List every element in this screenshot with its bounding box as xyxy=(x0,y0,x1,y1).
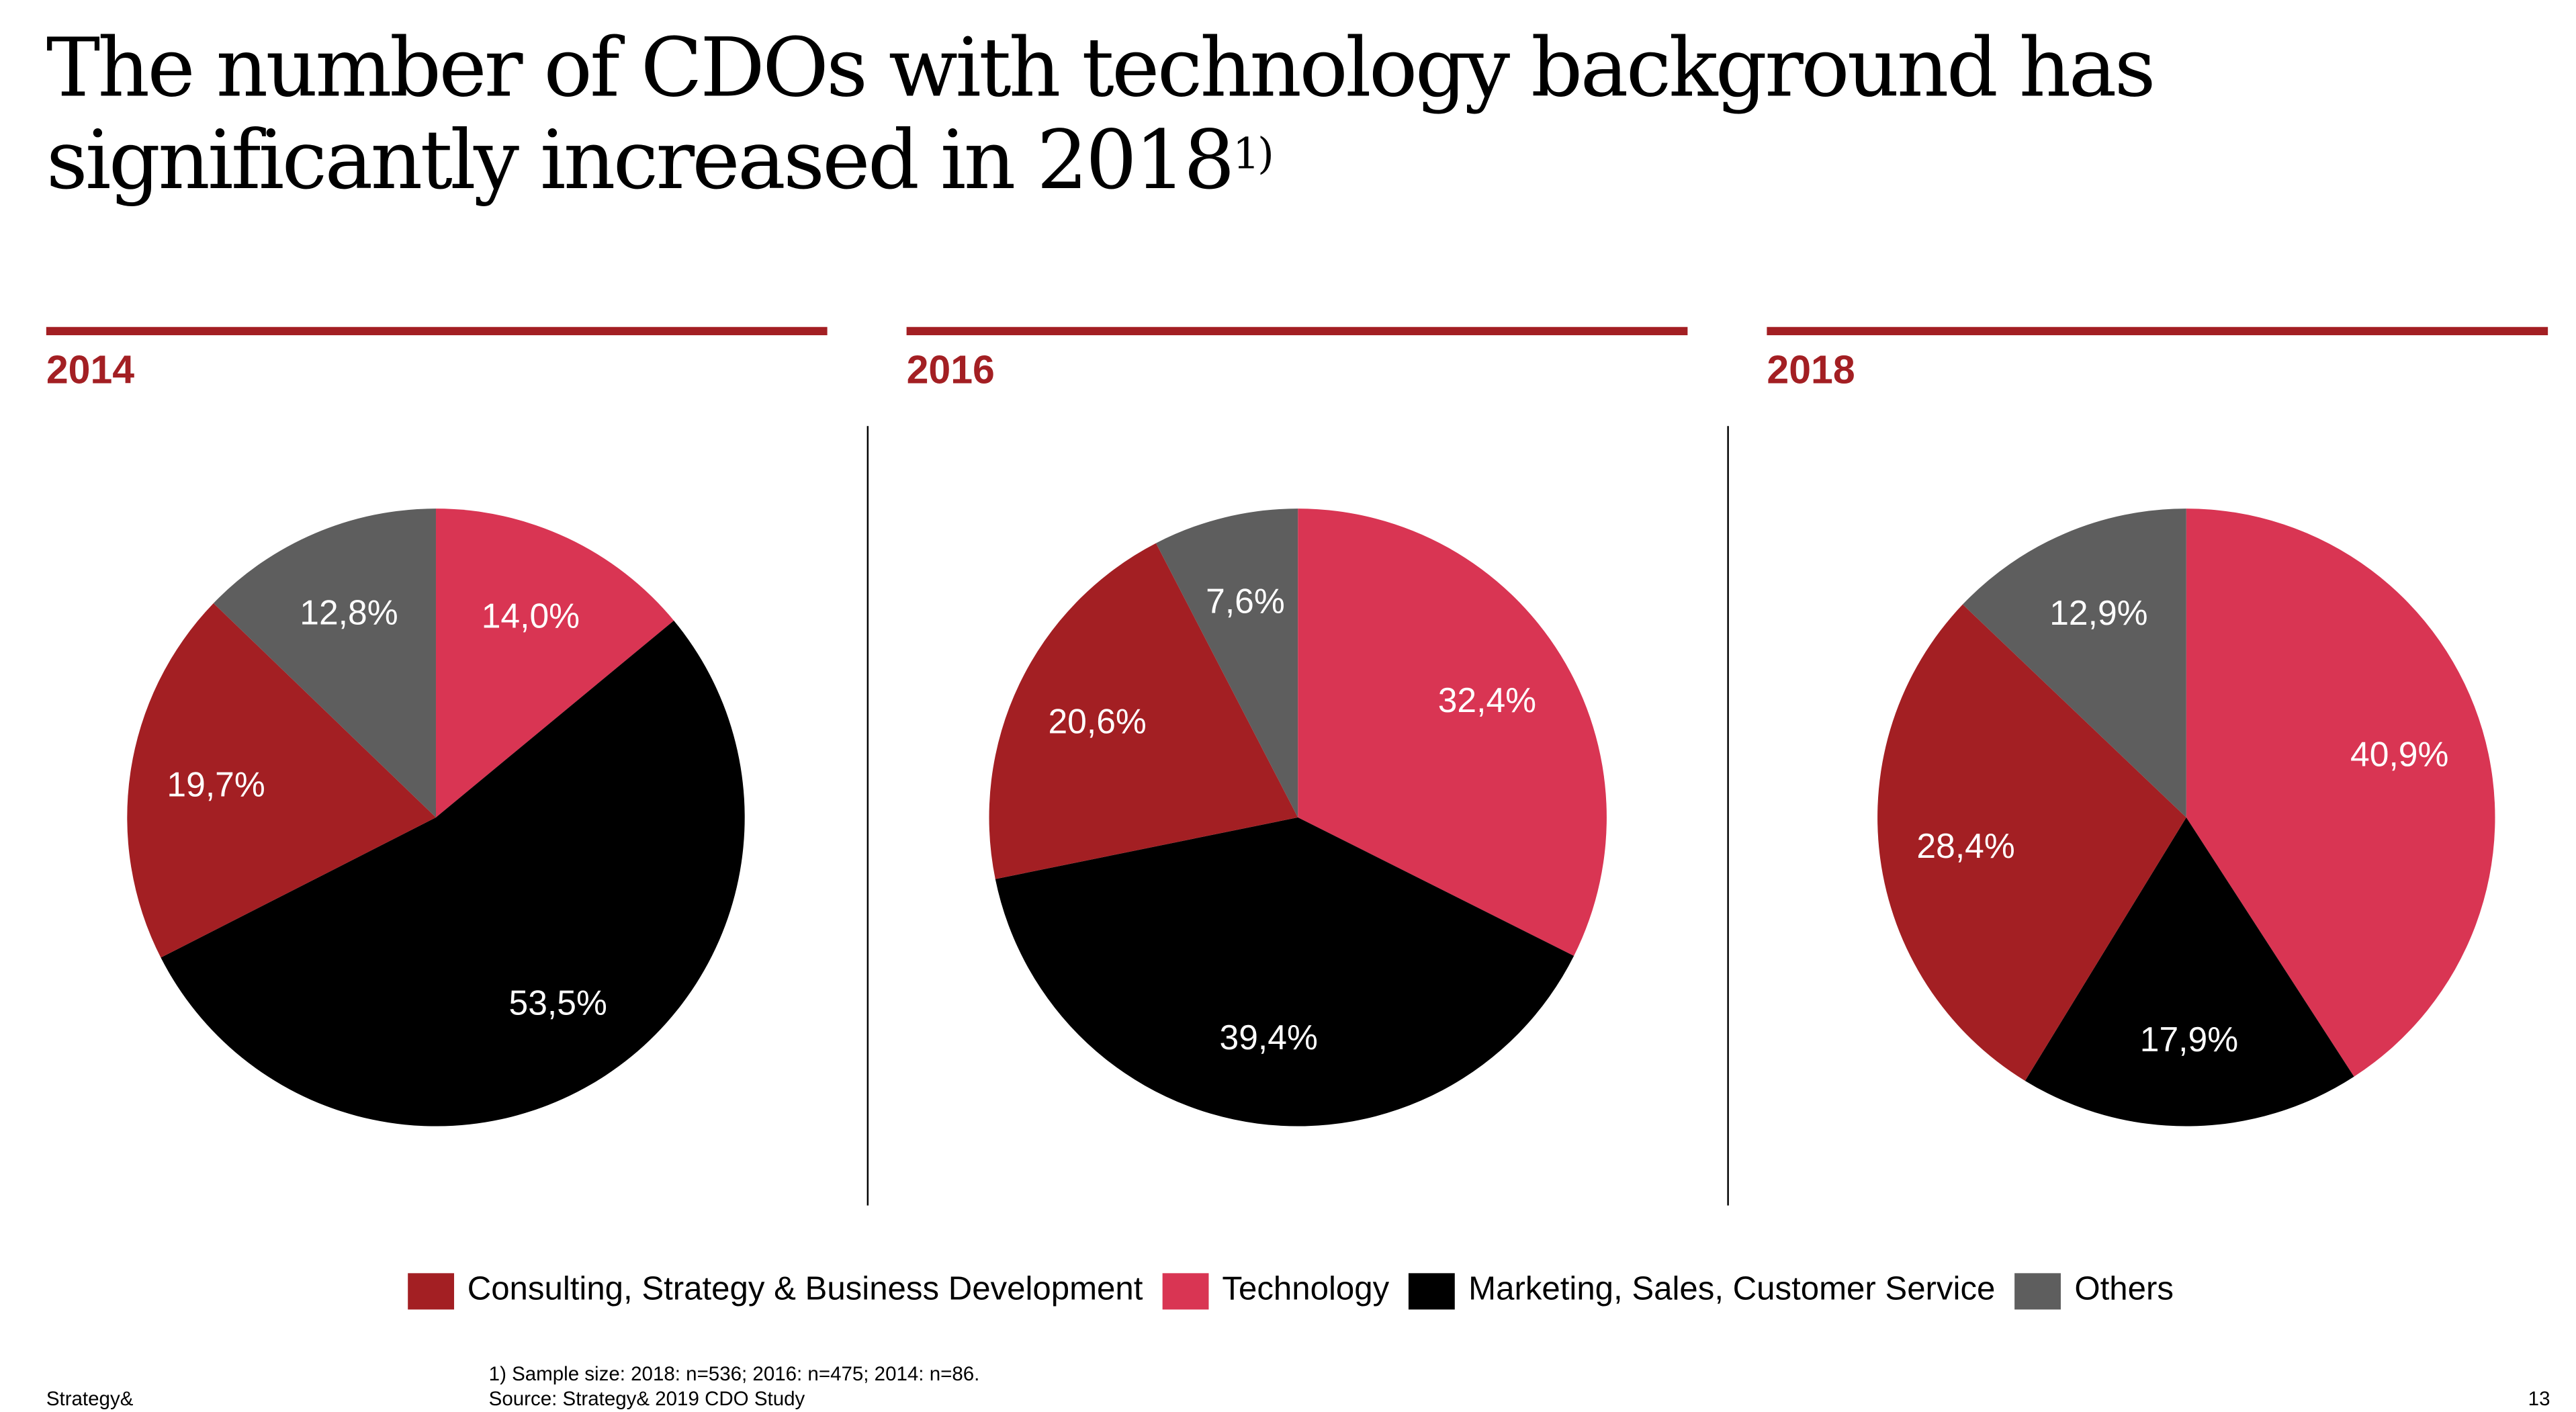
pie-slice-2014-1 xyxy=(161,620,745,1127)
footnote: 1) Sample size: 2018: n=536; 2016: n=475… xyxy=(488,1362,980,1386)
legend-item-marketing: Marketing, Sales, Customer Service xyxy=(1409,1272,1995,1310)
pie-slice-2016-1 xyxy=(995,817,1574,1127)
slide-title: The number of CDOs with technology backg… xyxy=(46,21,2156,208)
pie-slice-2016-0 xyxy=(1298,509,1607,956)
panel-rule-2018 xyxy=(1767,326,2548,336)
data-label: 28,4% xyxy=(1916,826,2014,865)
pie-slice-2014-2 xyxy=(127,603,436,958)
brand-label: Strategy& xyxy=(46,1386,134,1411)
footnote-marker: 1) xyxy=(1233,130,1274,180)
panel-rule-2014 xyxy=(46,326,828,336)
source: Source: Strategy& 2019 CDO Study xyxy=(488,1386,805,1411)
legend-item-technology: Technology xyxy=(1162,1272,1389,1310)
data-label: 12,9% xyxy=(2049,593,2147,632)
legend: Consulting, Strategy & Business Developm… xyxy=(408,1272,2193,1310)
legend-item-consulting: Consulting, Strategy & Business Developm… xyxy=(408,1272,1143,1310)
data-label: 12,8% xyxy=(300,592,398,631)
pie-slice-2016-2 xyxy=(989,543,1298,879)
data-label: 20,6% xyxy=(1048,701,1146,740)
divider xyxy=(867,426,869,1206)
data-label: 32,4% xyxy=(1438,680,1536,719)
data-label: 40,9% xyxy=(2350,734,2448,773)
legend-swatch xyxy=(408,1272,455,1309)
data-label: 14,0% xyxy=(482,597,580,635)
pie-slice-2018-1 xyxy=(2025,817,2354,1127)
data-label: 7,6% xyxy=(1206,581,1285,620)
data-label: 39,4% xyxy=(1220,1018,1318,1057)
pie-slice-2016-3 xyxy=(1155,509,1298,818)
legend-swatch xyxy=(1162,1272,1209,1309)
page-number: 13 xyxy=(2528,1386,2550,1411)
divider xyxy=(1727,426,1729,1206)
pie-slice-2014-3 xyxy=(213,509,436,818)
chart-title-2016: 2016 xyxy=(906,348,995,394)
pie-slice-2018-2 xyxy=(1877,604,2186,1081)
data-label: 19,7% xyxy=(167,764,265,803)
pie-slice-2018-0 xyxy=(2186,509,2495,1077)
legend-swatch xyxy=(2014,1272,2061,1309)
pie-slice-2014-0 xyxy=(435,509,674,818)
legend-item-others: Others xyxy=(2014,1272,2174,1310)
chart-title-2014: 2014 xyxy=(46,348,135,394)
data-label: 53,5% xyxy=(509,983,607,1022)
pie-slice-2018-3 xyxy=(1962,509,2186,818)
data-label: 17,9% xyxy=(2140,1020,2238,1059)
legend-swatch xyxy=(1409,1272,1456,1309)
panel-rule-2016 xyxy=(906,326,1688,336)
chart-title-2018: 2018 xyxy=(1767,348,1855,394)
